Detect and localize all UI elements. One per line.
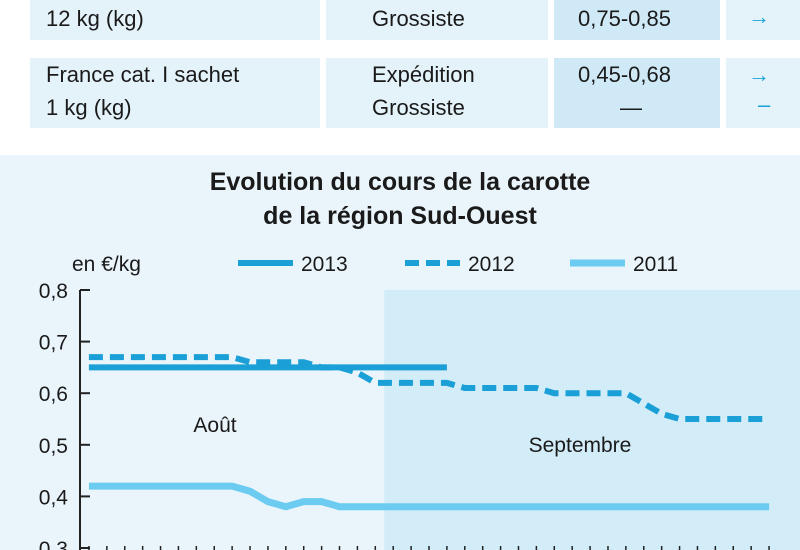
table-row	[30, 58, 320, 128]
series-line-2011	[88, 482, 770, 511]
price-table: 12 kg (kg) Grossiste 0,75-0,85 → France …	[0, 0, 800, 150]
y-tick-label: 0,4	[39, 486, 69, 509]
table-row	[30, 0, 320, 40]
y-tick-label: 0,7	[39, 332, 68, 355]
table-cell-bg	[726, 0, 800, 40]
product-name-line2: 1 kg (kg)	[46, 95, 132, 120]
chart-title-line2: de la région Sud-Ouest	[263, 202, 537, 230]
product-name-line1: France cat. I sachet	[46, 62, 240, 87]
stage-label: Grossiste	[372, 95, 465, 120]
legend-label-2012: 2012	[468, 253, 515, 276]
chart-title-line1: Evolution du cours de la carotte	[209, 168, 591, 196]
trend-arrow-icon: →	[748, 62, 770, 87]
table-cell-bg	[726, 58, 800, 128]
table-cell-bg	[326, 0, 548, 40]
table-cell-bg	[326, 58, 548, 128]
price-empty: —	[620, 95, 642, 120]
y-tick-label: 0,8	[39, 280, 68, 303]
period-label-septembre: Septembre	[529, 434, 632, 457]
legend-label-2011: 2011	[633, 253, 678, 276]
table-cell-bg	[554, 0, 720, 40]
product-name-line2: 12 kg (kg)	[46, 6, 144, 31]
price-range: 0,75-0,85	[578, 6, 671, 31]
stage-label: Grossiste	[372, 6, 465, 31]
y-axis-label: en €/kg	[72, 253, 141, 276]
legend-label-2013: 2013	[301, 253, 348, 276]
stage-label: Expédition	[372, 62, 475, 87]
table-cell-bg	[554, 58, 720, 128]
series-line-2012	[88, 354, 770, 422]
period-label-aout: Août	[193, 414, 236, 437]
trend-dash-icon: –	[758, 92, 771, 117]
y-tick-label: 0,6	[39, 383, 68, 406]
y-tick-label: 0,3	[39, 538, 68, 550]
y-tick-label: 0,5	[39, 435, 68, 458]
price-range: 0,45-0,68	[578, 62, 671, 87]
trend-arrow-icon: →	[748, 4, 770, 29]
